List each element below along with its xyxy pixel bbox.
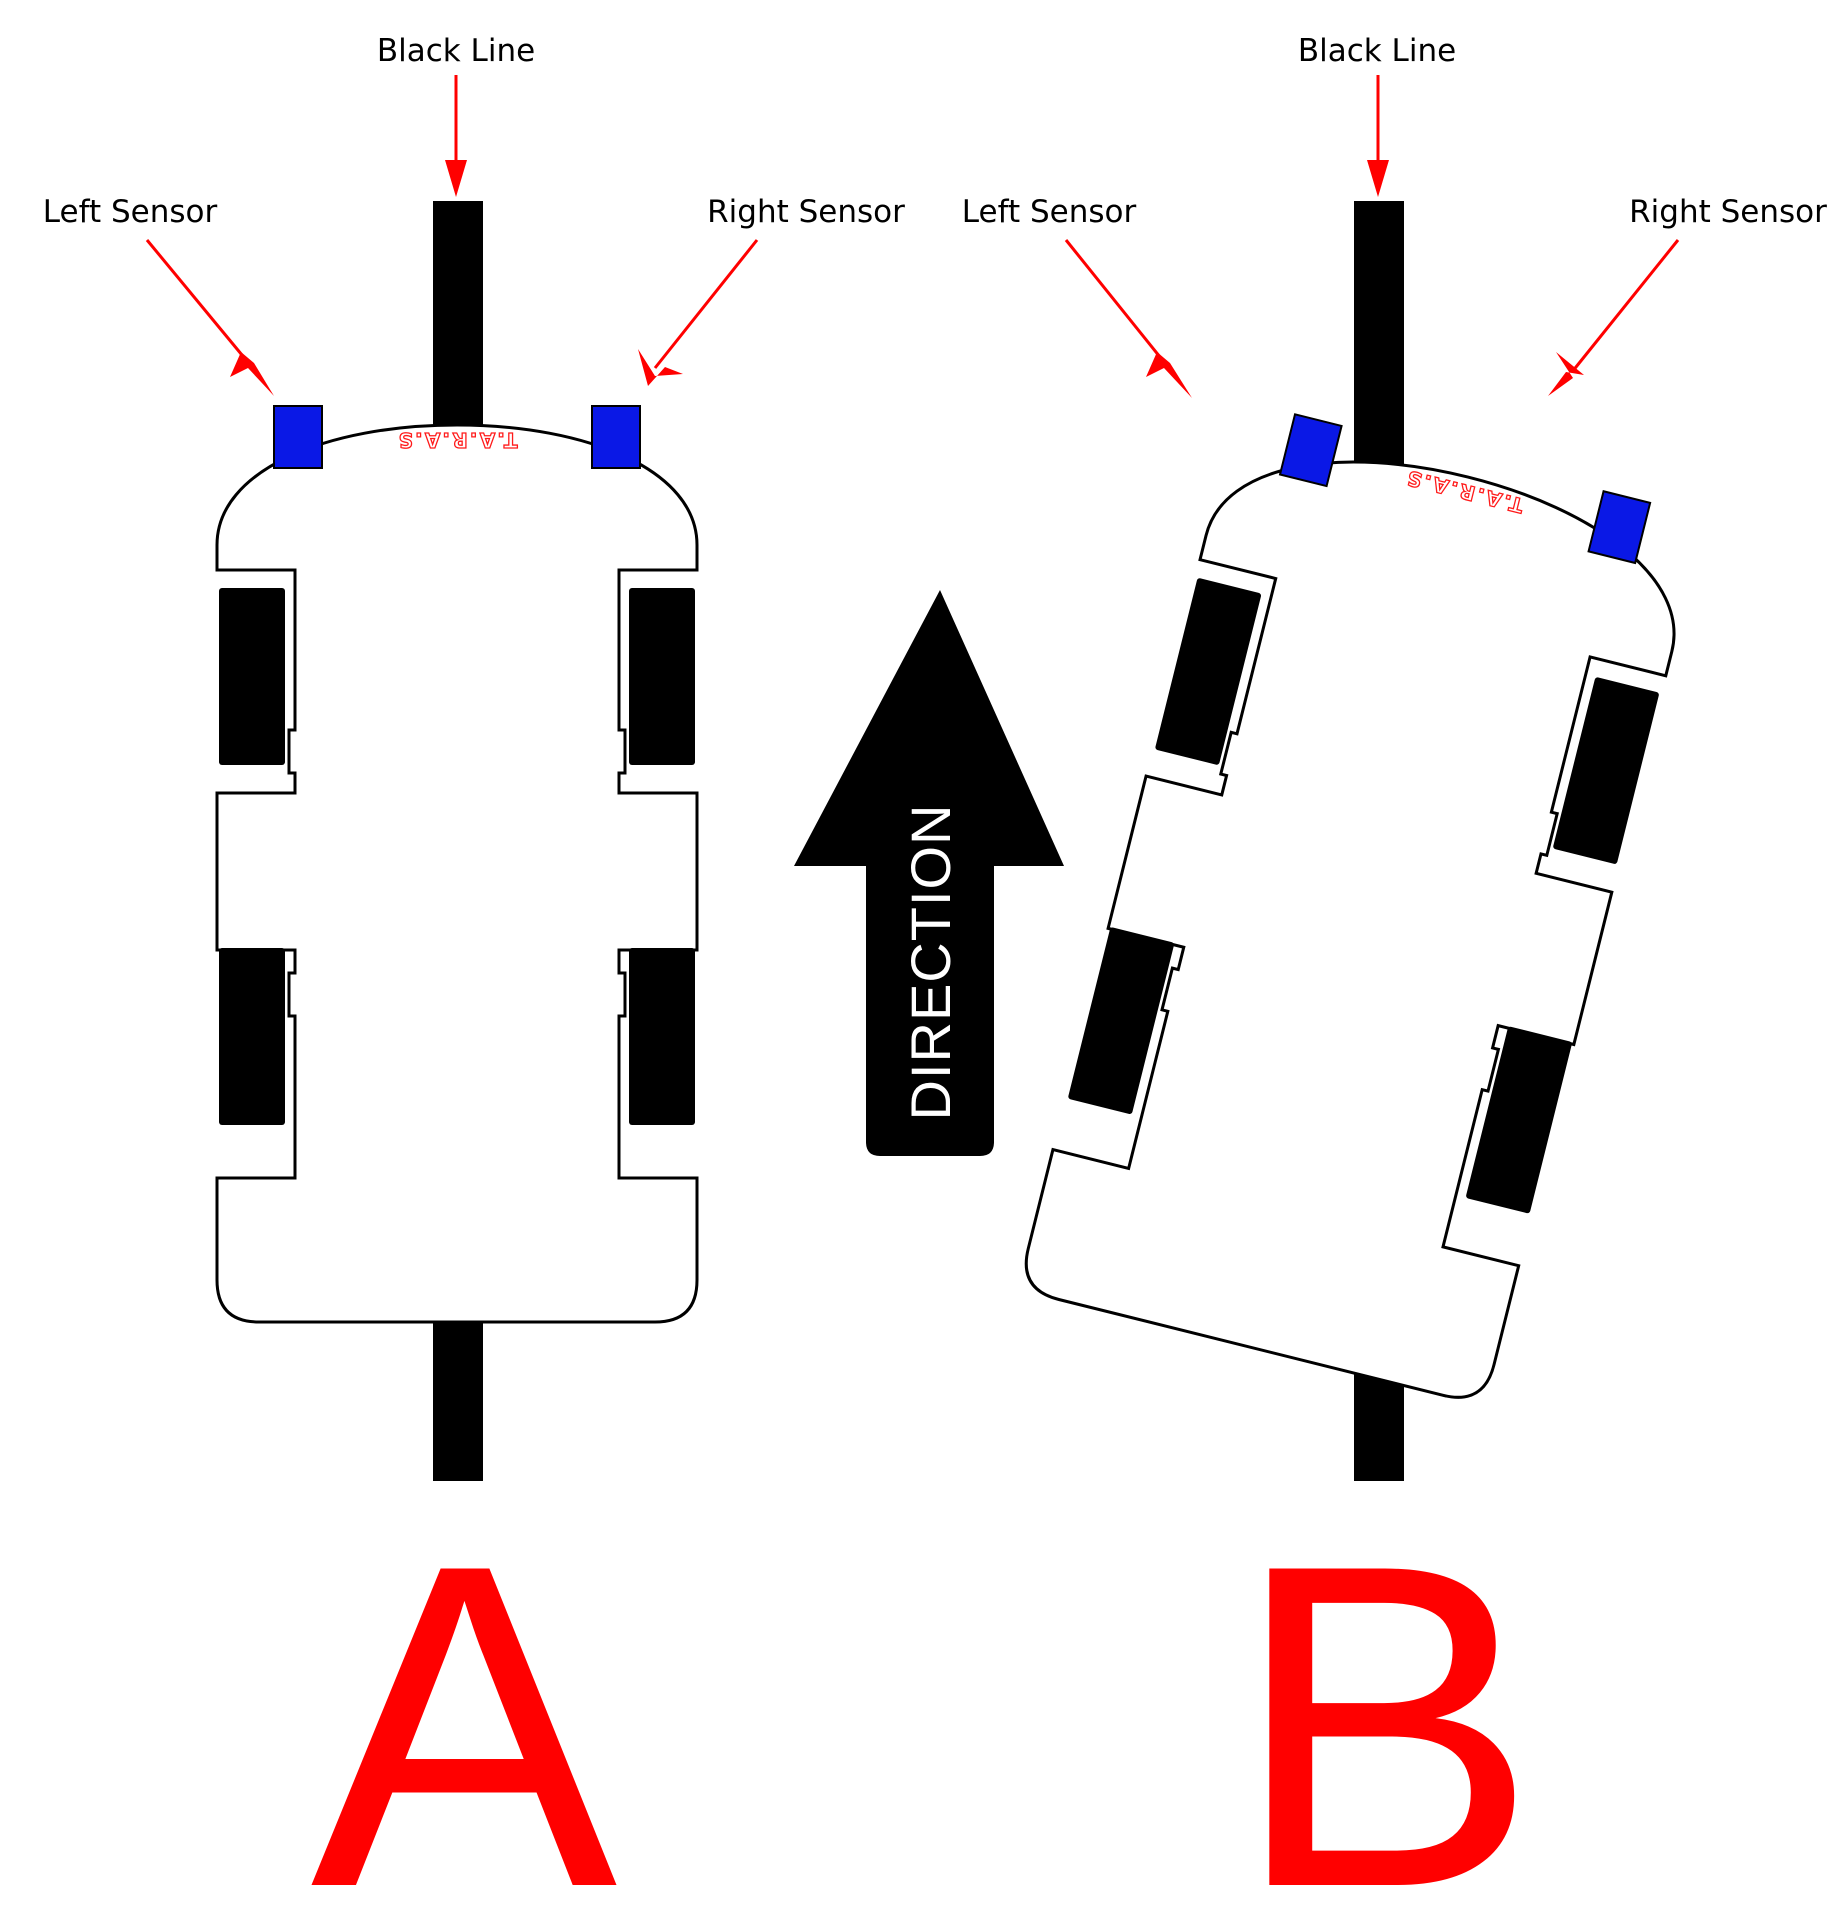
panel-letter-a: A [311,1470,620,1911]
left-sensor-b [1278,413,1343,488]
left-sensor-arrow-a [230,352,274,396]
panel-a: T.A.R.A.S Black Line Left Sensor Right S… [43,33,905,1911]
black-line-label-b: Black Line [1298,33,1456,69]
right-sensor-b [1587,490,1652,565]
right-sensor-arrow-b [1548,352,1584,396]
robot-b: T.A.R.A.S [1016,413,1703,1407]
right-sensor-label-a: Right Sensor [707,194,905,230]
robot-name-a: T.A.R.A.S [397,428,518,452]
panel-letter-b: B [1232,1470,1539,1911]
black-line-label-a: Black Line [377,33,535,69]
left-sensor-label-a: Left Sensor [43,194,218,230]
left-sensor-a [273,405,323,469]
direction-arrow: DIRECTION [794,590,1064,1156]
direction-label: DIRECTION [899,804,962,1121]
right-sensor-arrow-a [638,349,683,386]
left-sensor-label-b: Left Sensor [962,194,1137,230]
panel-b: T.A.R.A.S Black Line Left Sensor Right S… [962,33,1827,1911]
robot-a: T.A.R.A.S [215,405,699,1324]
black-line-arrow-b [1367,160,1389,197]
right-sensor-a [591,405,641,469]
black-line-arrow-a [445,160,467,197]
right-sensor-label-b: Right Sensor [1629,194,1827,230]
left-sensor-arrow-b [1146,352,1192,398]
